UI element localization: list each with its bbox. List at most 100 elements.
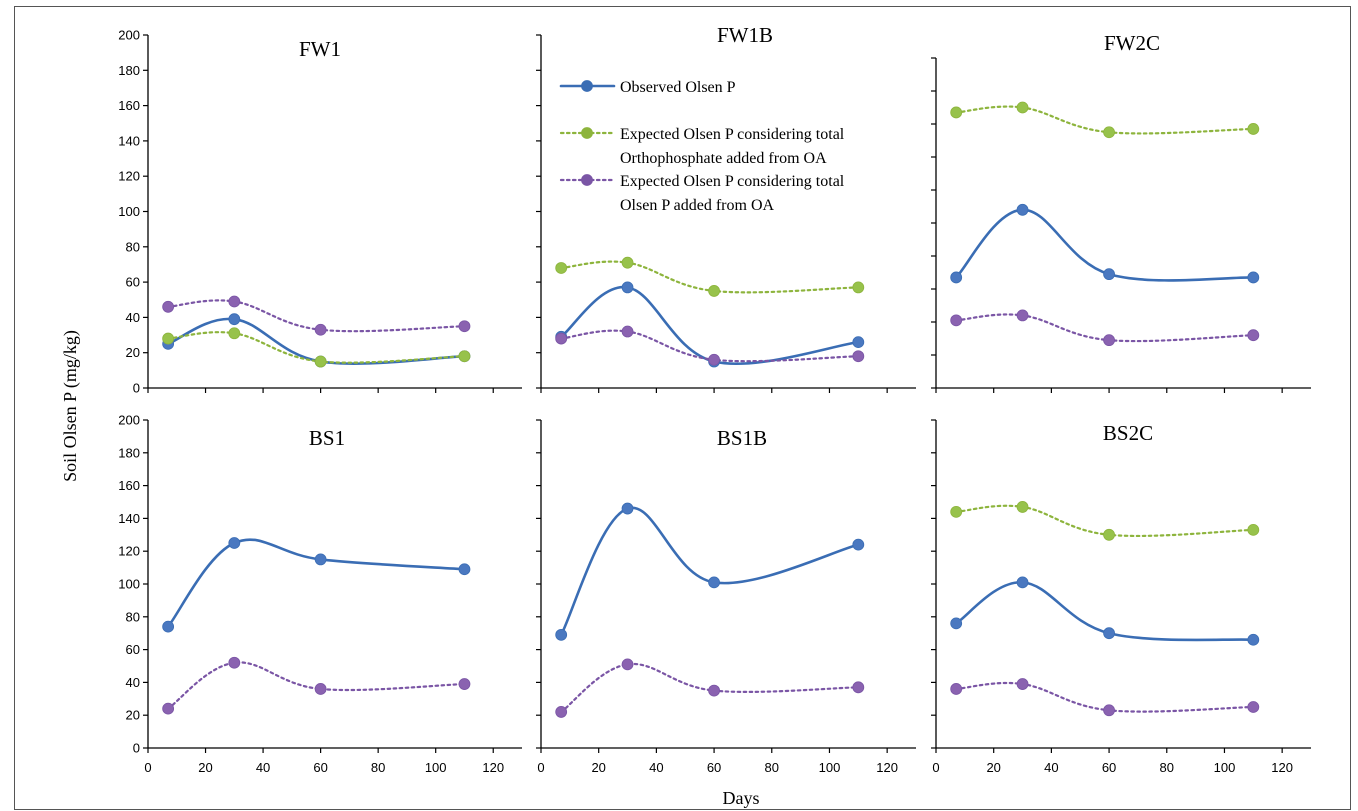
panel-bs2c: 0 20 40 60 80 100 120 BS2C <box>931 419 1311 775</box>
y-tick-label: 20 <box>126 345 140 360</box>
panel-title: FW2C <box>1104 31 1160 55</box>
legend-label: Observed Olsen P <box>620 79 736 96</box>
data-point-ortho <box>555 262 568 274</box>
series-line-observed <box>954 581 1255 642</box>
panel-title: FW1B <box>717 23 773 47</box>
x-tick-label: 20 <box>986 760 1000 775</box>
panel-fw1b: FW1B <box>536 23 916 393</box>
data-point-olsen <box>621 325 634 338</box>
data-point-olsen <box>458 678 471 690</box>
y-tick-label: 180 <box>118 63 140 78</box>
x-tick-label: 40 <box>649 760 663 775</box>
legend-label: Orthophosphate added from OA <box>620 150 827 167</box>
data-point-observed <box>1103 627 1115 640</box>
series-line-olsen <box>167 299 466 333</box>
series-line-olsen <box>955 681 1255 713</box>
x-tick-label: 80 <box>371 760 385 775</box>
y-tick-label: 60 <box>126 642 140 657</box>
series-line-ortho <box>955 504 1255 538</box>
data-point-ortho <box>458 350 471 363</box>
series-line-olsen <box>560 329 860 363</box>
y-tick-label: 80 <box>126 609 140 624</box>
data-point-olsen <box>1016 309 1029 322</box>
data-point-observed <box>162 620 175 633</box>
data-point-observed <box>228 537 241 549</box>
x-tick-label: 40 <box>256 760 270 775</box>
x-tick-label: 80 <box>1160 760 1174 775</box>
data-point-olsen <box>1103 334 1115 347</box>
y-tick-label: 120 <box>118 169 140 184</box>
series-line-olsen <box>167 661 466 710</box>
data-point-olsen <box>1247 701 1260 713</box>
data-point-olsen <box>1247 329 1260 342</box>
series-line-observed <box>559 506 860 637</box>
data-point-ortho <box>1103 126 1115 139</box>
data-point-observed <box>1016 203 1029 216</box>
data-point-ortho <box>950 505 963 518</box>
data-point-olsen <box>162 702 175 715</box>
data-point-olsen <box>1016 678 1029 690</box>
panel-title: BS2C <box>1103 421 1153 445</box>
series-line-olsen <box>955 313 1255 343</box>
data-point-olsen <box>314 323 327 336</box>
data-point-olsen <box>228 656 241 669</box>
y-tick-label: 180 <box>118 445 140 460</box>
data-point-ortho <box>708 285 720 297</box>
y-tick-label: 100 <box>118 577 140 592</box>
x-tick-label: 100 <box>425 760 447 775</box>
y-tick-label: 40 <box>126 675 140 690</box>
x-tick-label: 0 <box>932 760 939 775</box>
data-point-olsen <box>228 295 241 308</box>
y-tick-label: 40 <box>126 310 140 325</box>
figure-frame <box>14 6 1351 810</box>
data-point-olsen <box>458 320 471 333</box>
y-tick-label: 200 <box>118 28 140 43</box>
data-point-ortho <box>1016 501 1029 513</box>
y-tick-label: 160 <box>118 478 140 493</box>
y-tick-label: 0 <box>133 381 140 396</box>
x-tick-label: 120 <box>876 760 898 775</box>
data-point-ortho <box>852 281 865 294</box>
series-line-ortho <box>167 331 466 364</box>
y-tick-label: 160 <box>118 98 140 113</box>
panel-bs1b: 0 20 40 60 80 100 120 BS1B <box>536 419 916 775</box>
data-point-observed <box>1016 576 1029 589</box>
series-line-ortho <box>955 105 1255 135</box>
x-tick-label: 40 <box>1044 760 1058 775</box>
data-point-ortho <box>314 355 327 368</box>
data-point-observed <box>1103 268 1115 281</box>
data-point-olsen <box>621 658 634 671</box>
data-point-observed <box>314 553 327 566</box>
series-line-olsen <box>560 662 860 714</box>
y-tick-label: 100 <box>118 204 140 219</box>
x-tick-label: 100 <box>819 760 841 775</box>
data-point-observed <box>621 502 634 515</box>
legend-label: Expected Olsen P considering total <box>620 126 845 143</box>
panel-fw1: 0 20 40 60 80 100 120 140 160 180 200 FW1 <box>118 28 522 396</box>
y-tick-label: 140 <box>118 511 140 526</box>
y-tick-label: 0 <box>133 741 140 756</box>
x-tick-label: 20 <box>198 760 212 775</box>
data-point-ortho <box>162 332 175 345</box>
data-point-observed <box>852 538 865 551</box>
x-tick-label: 120 <box>482 760 504 775</box>
data-point-ortho <box>1247 123 1260 135</box>
x-tick-label: 80 <box>765 760 779 775</box>
x-tick-label: 20 <box>591 760 605 775</box>
data-point-olsen <box>555 332 568 345</box>
legend-label: Expected Olsen P considering total <box>620 173 845 190</box>
x-tick-label: 120 <box>1271 760 1293 775</box>
x-tick-label: 60 <box>1102 760 1116 775</box>
series-line-observed <box>954 208 1255 282</box>
panel-title: FW1 <box>299 37 341 61</box>
x-tick-label: 0 <box>537 760 544 775</box>
panel-bs1: 0 20 40 60 80 100 120 140 160 180 200 0 20 40 60 80 100 1… <box>118 413 522 775</box>
data-point-ortho <box>1016 101 1029 114</box>
x-tick-label: 0 <box>144 760 151 775</box>
data-point-observed <box>950 271 963 284</box>
series-line-ortho <box>560 260 860 294</box>
data-point-olsen <box>950 683 963 695</box>
legend-marker <box>581 127 593 139</box>
y-tick-label: 140 <box>118 133 140 148</box>
